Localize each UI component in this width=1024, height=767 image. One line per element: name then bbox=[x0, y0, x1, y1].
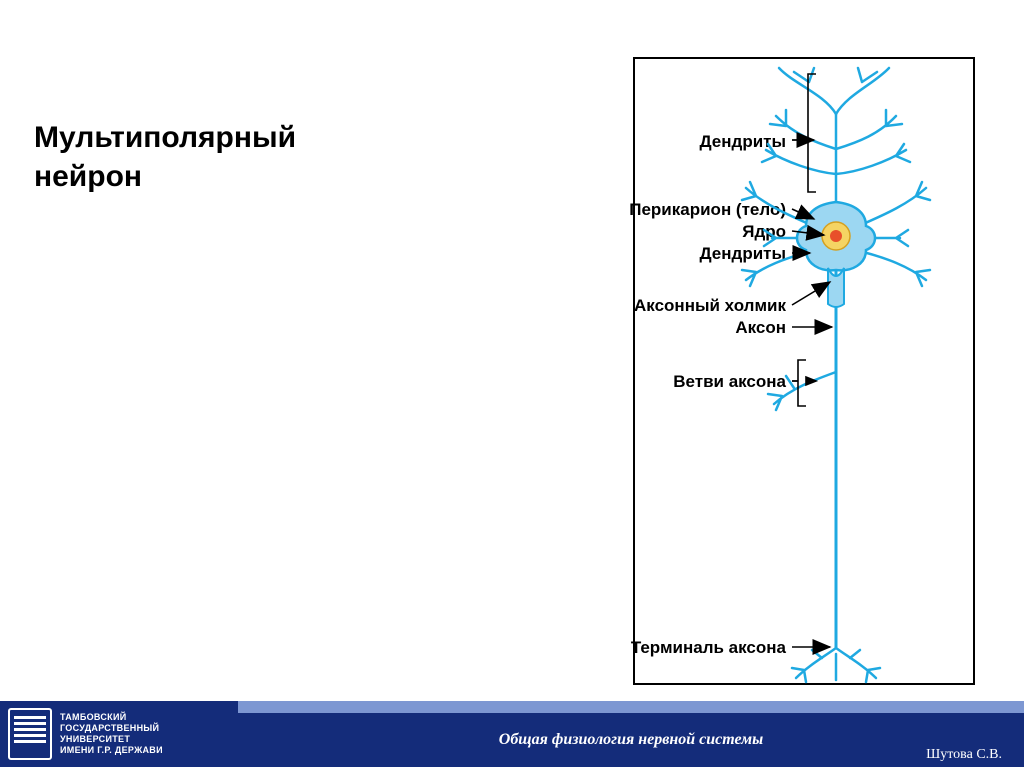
nucleus-inner bbox=[830, 230, 842, 242]
title-line2: нейрон bbox=[34, 160, 142, 193]
slide: Мультиполярный нейрон Дендриты Перикарио… bbox=[0, 0, 1024, 767]
university-logo-icon bbox=[8, 708, 52, 760]
slide-footer: ТАМБОВСКИЙ ГОСУДАРСТВЕННЫЙ УНИВЕРСИТЕТ И… bbox=[0, 701, 1024, 767]
inst-line1: ТАМБОВСКИЙ bbox=[60, 712, 126, 722]
footer-author: Шутова С.В. bbox=[926, 747, 1002, 763]
inst-line2: ГОСУДАРСТВЕННЫЙ bbox=[60, 723, 159, 733]
inst-line4: ИМЕНИ Г.Р. ДЕРЖАВИ bbox=[60, 745, 163, 755]
figure-frame bbox=[634, 58, 974, 684]
footer-subject: Общая физиология нервной системы bbox=[499, 731, 763, 749]
footer-main: Общая физиология нервной системы Шутова … bbox=[238, 701, 1024, 767]
title-line1: Мультиполярный bbox=[34, 121, 296, 154]
university-name: ТАМБОВСКИЙ ГОСУДАРСТВЕННЫЙ УНИВЕРСИТЕТ И… bbox=[60, 712, 163, 755]
neuron-svg bbox=[414, 54, 980, 688]
neuron-figure: Дендриты Перикарион (тело) Ядро Дендриты… bbox=[414, 54, 980, 688]
footer-logo-block: ТАМБОВСКИЙ ГОСУДАРСТВЕННЫЙ УНИВЕРСИТЕТ И… bbox=[0, 701, 238, 767]
slide-title: Мультиполярный нейрон bbox=[34, 118, 296, 196]
inst-line3: УНИВЕРСИТЕТ bbox=[60, 734, 130, 744]
